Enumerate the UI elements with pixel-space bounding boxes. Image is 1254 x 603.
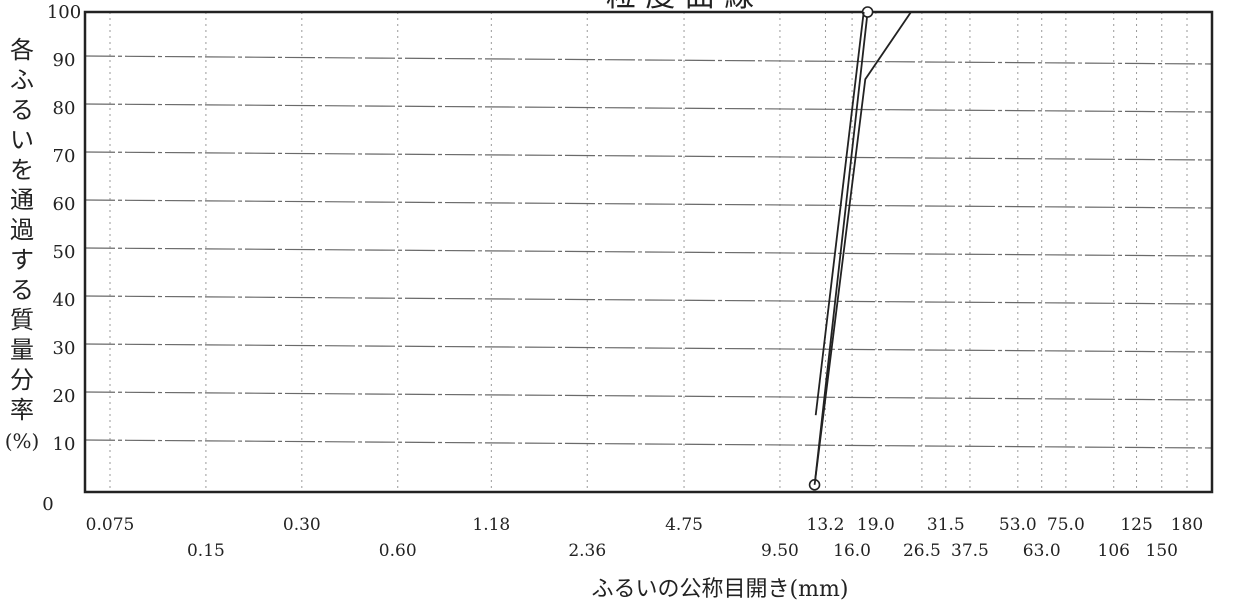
y-tick-label: 60 <box>53 194 76 215</box>
y-axis-label-char: る <box>10 96 34 124</box>
y-tick-labels: 0 10 20 30 40 50 60 70 80 90 100 <box>42 2 81 515</box>
x-tick-label: 2.36 <box>568 541 606 561</box>
x-tick-label: 4.75 <box>665 515 703 535</box>
y-axis-label-char: 量 <box>10 336 34 364</box>
series-line <box>813 11 912 485</box>
y-gridline <box>84 55 1213 65</box>
x-tick-label: 26.5 <box>903 541 941 561</box>
x-tick-label: 37.5 <box>951 541 989 561</box>
y-tick-label: 50 <box>53 242 76 263</box>
y-axis-label-char: い <box>10 126 34 154</box>
y-gridline <box>84 151 1213 161</box>
x-tick-label: 53.0 <box>999 515 1037 535</box>
y-axis-label-unit: (%) <box>5 429 40 453</box>
x-tick-labels: 0.075 0.15 0.30 0.60 1.18 2.36 4.75 9.50 13.2 16.… <box>86 515 1204 561</box>
y-tick-label: 20 <box>53 386 76 407</box>
y-tick-label: 0 <box>42 494 53 515</box>
plot-frame <box>83 10 1214 494</box>
y-axis-label-char: ふ <box>10 66 34 94</box>
x-tick-label: 180 <box>1171 515 1203 535</box>
x-tick-label: 63.0 <box>1023 541 1061 561</box>
x-tick-label: 0.075 <box>86 515 135 535</box>
y-axis-label-char: 質 <box>10 306 34 334</box>
x-tick-label: 75.0 <box>1047 515 1085 535</box>
y-tick-label: 90 <box>53 50 76 71</box>
series-line <box>813 11 869 485</box>
y-gridline <box>84 199 1213 209</box>
y-gridline <box>84 439 1213 449</box>
y-tick-label: 30 <box>53 338 76 359</box>
y-gridline <box>84 343 1213 353</box>
horizontal-gridlines <box>84 55 1213 449</box>
y-axis-label-char: 率 <box>10 396 34 424</box>
x-tick-label: 16.0 <box>833 541 871 561</box>
y-axis-label-char: 各 <box>10 36 34 64</box>
series-line <box>814 11 865 416</box>
y-tick-label: 70 <box>53 146 76 167</box>
x-tick-label: 1.18 <box>472 515 510 535</box>
x-tick-label: 31.5 <box>927 515 965 535</box>
data-point <box>861 6 874 18</box>
y-tick-label: 40 <box>53 290 76 311</box>
y-axis-label-char: す <box>10 246 34 274</box>
x-tick-label: 150 <box>1146 541 1178 561</box>
y-axis-label-char: 過 <box>10 216 34 244</box>
y-gridline <box>84 391 1213 401</box>
y-tick-label: 100 <box>47 2 81 23</box>
y-gridline <box>84 295 1213 305</box>
x-tick-label: 13.2 <box>807 515 845 535</box>
y-axis-label-char: る <box>10 276 34 304</box>
y-tick-label: 10 <box>53 434 76 455</box>
x-tick-label: 19.0 <box>857 515 895 535</box>
chart-title: 粒 度 曲 線 <box>606 0 755 14</box>
x-axis-label: ふるいの公称目開き(mm) <box>592 577 849 602</box>
data-series <box>808 6 912 491</box>
x-tick-label: 0.60 <box>379 541 417 561</box>
x-tick-label: 9.50 <box>761 541 799 561</box>
x-tick-label: 125 <box>1120 515 1152 535</box>
y-gridline <box>84 103 1213 113</box>
y-gridline <box>84 247 1213 257</box>
x-tick-label: 0.15 <box>187 541 225 561</box>
y-axis-label-char: を <box>10 156 34 184</box>
y-axis-label-char: 分 <box>10 366 34 394</box>
y-tick-label: 80 <box>53 98 76 119</box>
y-axis-label-char: 通 <box>10 186 34 214</box>
x-tick-label: 0.30 <box>283 515 321 535</box>
x-tick-label: 106 <box>1098 541 1130 561</box>
